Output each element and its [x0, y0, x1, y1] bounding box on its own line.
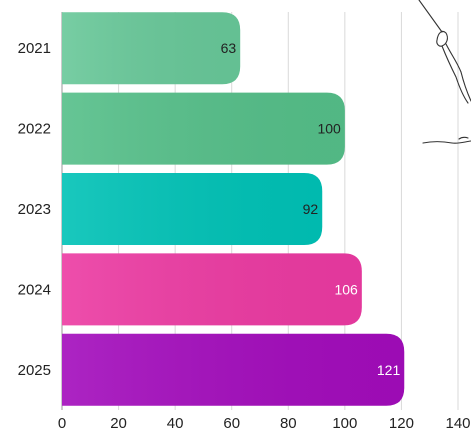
value-label: 106	[334, 281, 358, 297]
x-tick-label: 120	[389, 415, 414, 430]
x-tick-label: 20	[110, 415, 127, 430]
bars	[62, 12, 405, 406]
value-label: 121	[377, 362, 401, 378]
x-tick-label: 60	[223, 415, 240, 430]
category-label: 2024	[18, 281, 51, 298]
value-label: 92	[303, 201, 319, 217]
doodle-illustration	[418, 0, 471, 144]
category-label: 2022	[18, 121, 51, 138]
x-tick-label: 100	[332, 415, 357, 430]
bar-sheen-2025	[62, 333, 405, 406]
labels: 0 20 40 60 80 100 120 140 2021 63 2022 100 2023 92 202…	[18, 40, 471, 430]
x-tick-label: 80	[280, 415, 297, 430]
x-tick-label: 40	[167, 415, 184, 430]
bar-sheen-2023	[62, 173, 323, 245]
value-label: 100	[317, 121, 341, 137]
bar-sheen-2024	[62, 253, 362, 326]
x-tick-label: 0	[58, 415, 66, 430]
category-label: 2023	[18, 201, 51, 218]
bar-sheen-2022	[62, 92, 345, 165]
category-label: 2021	[18, 40, 51, 57]
value-label: 63	[221, 40, 237, 56]
category-label: 2025	[18, 362, 51, 379]
x-tick-label: 140	[445, 415, 470, 430]
bar-sheen-2021	[62, 12, 241, 85]
